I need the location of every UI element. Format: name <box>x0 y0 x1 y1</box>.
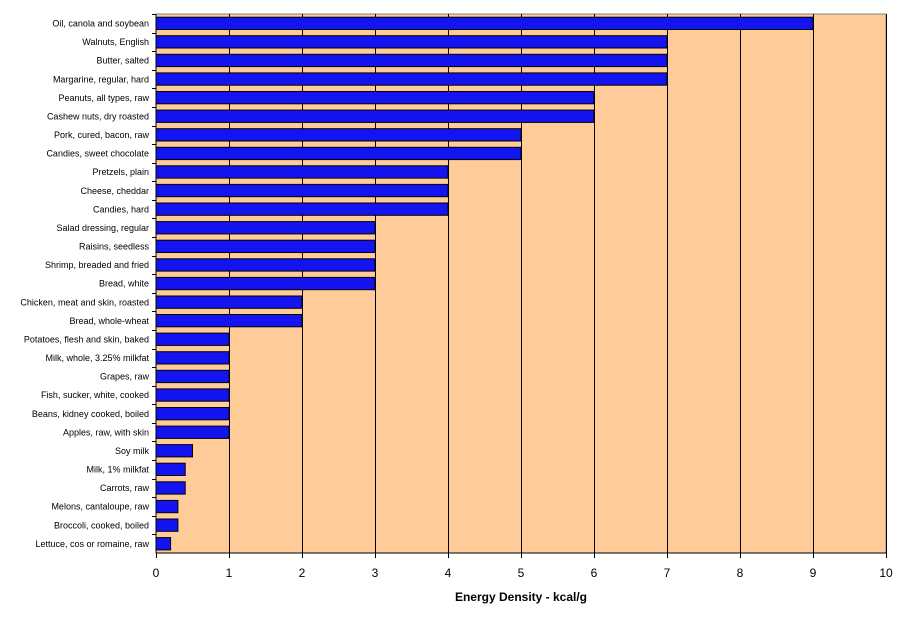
category-label: Carrots, raw <box>100 483 150 493</box>
bar <box>155 53 668 68</box>
bar <box>155 518 179 532</box>
bar <box>155 258 376 272</box>
bar <box>155 314 303 328</box>
category-label: Lettuce, cos or romaine, raw <box>35 539 149 549</box>
x-tick-label: 7 <box>664 566 671 580</box>
category-label: Milk, whole, 3.25% milkfat <box>45 353 149 363</box>
x-tick-label: 6 <box>591 566 598 580</box>
category-label: Margarine, regular, hard <box>53 74 149 84</box>
category-label: Salad dressing, regular <box>56 223 149 233</box>
category-labels: Oil, canola and soybean Walnuts, English B… <box>20 14 156 549</box>
x-tick-label: 3 <box>372 566 379 580</box>
category-label: Walnuts, English <box>82 37 149 47</box>
category-label: Grapes, raw <box>100 372 150 382</box>
bar <box>155 183 449 198</box>
bar <box>155 351 230 365</box>
category-label: Chicken, meat and skin, roasted <box>20 297 149 307</box>
category-label: Candies, hard <box>93 204 149 214</box>
category-label: Bread, white <box>99 279 149 289</box>
category-label: Pretzels, plain <box>92 167 149 177</box>
category-label: Pork, cured, bacon, raw <box>54 130 150 140</box>
category-label: Milk, 1% milkfat <box>86 465 149 475</box>
category-label: Cheese, cheddar <box>80 186 149 196</box>
category-label: Melons, cantaloupe, raw <box>51 502 149 512</box>
bar <box>155 537 172 551</box>
bar <box>155 109 595 123</box>
bar <box>155 425 230 439</box>
x-tick-label: 4 <box>445 566 452 580</box>
category-label: Raisins, seedless <box>79 242 150 252</box>
category-label: Apples, raw, with skin <box>63 427 149 437</box>
bar <box>155 91 595 105</box>
bar <box>155 407 230 421</box>
x-tick-label: 1 <box>226 566 233 580</box>
bar <box>155 165 449 179</box>
bar <box>155 276 376 291</box>
bar <box>155 499 179 514</box>
category-label: Broccoli, cooked, boiled <box>54 520 149 530</box>
category-label: Peanuts, all types, raw <box>58 93 149 103</box>
x-tick-label: 2 <box>299 566 306 580</box>
category-label: Potatoes, flesh and skin, baked <box>24 335 149 345</box>
bar <box>155 35 668 49</box>
x-tick-label: 10 <box>879 566 893 580</box>
category-label: Oil, canola and soybean <box>52 19 149 29</box>
category-label: Soy milk <box>115 446 150 456</box>
bar <box>155 295 303 309</box>
category-label: Candies, sweet chocolate <box>46 149 149 159</box>
bars <box>155 16 814 551</box>
bar <box>155 462 186 477</box>
bar <box>155 388 230 402</box>
category-label: Shrimp, breaded and fried <box>45 260 149 270</box>
category-label: Bread, whole-wheat <box>69 316 149 326</box>
bar <box>155 16 814 31</box>
x-axis-title: Energy Density - kcal/g <box>455 590 587 604</box>
category-label: Fish, sucker, white, cooked <box>41 390 149 400</box>
bar <box>155 221 376 235</box>
bar <box>155 444 193 458</box>
x-tick-label: 9 <box>810 566 817 580</box>
x-tick-label: 5 <box>518 566 525 580</box>
bar <box>155 202 449 216</box>
bar <box>155 128 522 142</box>
bar <box>155 369 230 384</box>
x-tick-label: 0 <box>153 566 160 580</box>
bar <box>155 72 668 86</box>
x-axis-ticks: 0 1 2 3 4 5 6 7 8 9 10 <box>153 553 893 580</box>
bar <box>155 481 186 495</box>
category-label: Beans, kidney cooked, boiled <box>32 409 149 419</box>
x-tick-label: 8 <box>737 566 744 580</box>
bar <box>155 239 376 253</box>
category-label: Butter, salted <box>96 56 149 66</box>
bar <box>155 332 230 346</box>
category-label: Cashew nuts, dry roasted <box>47 111 149 121</box>
bar <box>155 146 522 161</box>
